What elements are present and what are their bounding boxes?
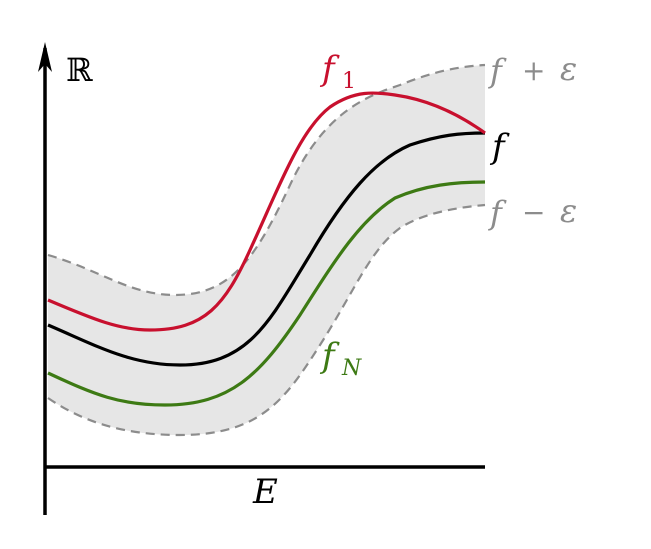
curve-f-plus-epsilon [47,63,486,297]
curve-f [47,131,486,367]
curve-fN [47,180,486,407]
svg-text:1: 1 [342,69,356,94]
curve-f-minus-epsilon [47,203,486,437]
svg-text:f: f [319,49,340,89]
label-f: f [489,127,510,167]
svg-text:−: − [522,196,545,229]
svg-text:f: f [488,194,507,232]
label-f1: f 1 [319,49,356,94]
svg-text:f: f [319,336,340,376]
curve-f1 [47,91,486,332]
svg-text:+: + [522,54,545,87]
label-f-minus-epsilon: f − ε [488,192,577,232]
y-axis-arrowhead [38,42,52,72]
svg-text:ε: ε [560,50,577,88]
label-f-plus-epsilon: f + ε [488,50,577,90]
svg-text:f: f [488,52,507,90]
svg-text:ε: ε [560,192,577,230]
svg-text:N: N [341,356,362,381]
x-axis-label: E [252,472,278,512]
epsilon-band [48,65,485,435]
y-axis-label: ℝ [66,51,93,89]
label-fN: f N [319,336,362,381]
